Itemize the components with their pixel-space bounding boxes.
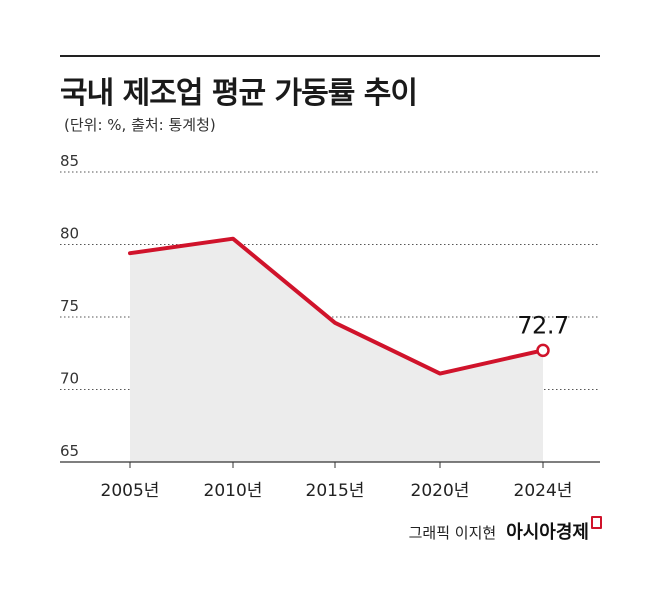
- credit: 그래픽 이지현 아시아경제: [408, 516, 602, 544]
- brand-mark-icon: [591, 516, 602, 529]
- x-tick-label: 2020년: [411, 481, 470, 501]
- y-tick-label: 65: [60, 442, 79, 460]
- data-points: [536, 343, 550, 358]
- chart-title: 국내 제조업 평균 가동률 추이: [60, 76, 418, 111]
- data-label: 72.7: [517, 311, 568, 339]
- y-tick-label: 85: [60, 152, 79, 170]
- x-axis-ticks: 2005년 2010년 2015년 2020년 2024년: [101, 462, 573, 501]
- top-rule: [60, 55, 600, 57]
- y-tick-label: 75: [60, 297, 79, 315]
- x-tick-label: 2024년: [514, 481, 573, 501]
- y-tick-label: 70: [60, 370, 79, 388]
- x-tick-label: 2005년: [101, 481, 160, 501]
- data-point-marker: [536, 343, 550, 358]
- series-line: [128, 236, 545, 376]
- y-tick-label: 80: [60, 225, 79, 243]
- x-tick-label: 2010년: [204, 481, 263, 501]
- data-labels: 72.7: [517, 311, 569, 339]
- credit-artist: 그래픽 이지현: [408, 524, 497, 542]
- credit-brand: 아시아경제: [506, 516, 602, 544]
- x-tick-label: 2015년: [306, 481, 365, 501]
- brand-name: 아시아경제: [506, 522, 589, 543]
- y-axis-ticks: 65 70 75 80 85: [60, 152, 79, 460]
- area-fill: [130, 238, 543, 462]
- chart-subtitle: (단위: %, 출처: 통계청): [64, 116, 216, 134]
